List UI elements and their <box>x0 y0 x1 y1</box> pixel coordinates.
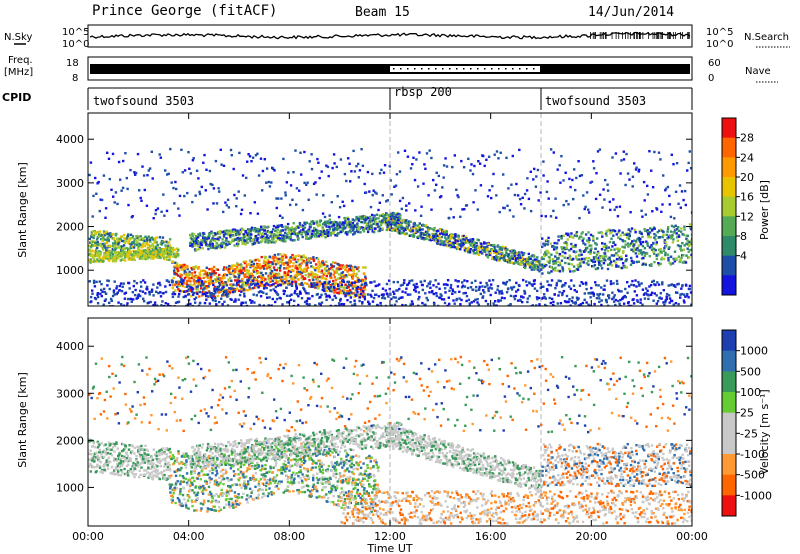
colorbar-swatch <box>722 157 736 178</box>
colorbar-swatch <box>722 474 736 496</box>
x-tick-label: 20:00 <box>575 530 607 543</box>
date-label: 14/Jun/2014 <box>588 5 674 20</box>
beam-label: Beam 15 <box>355 5 410 20</box>
freq-tick-high: 18 <box>66 58 79 69</box>
power-panel: 1000 2000 3000 4000 Slant Range [km] 28 24 20… <box>16 112 771 307</box>
x-axis: 00:00 04:00 08:00 12:00 16:00 20:00 00:00 <box>72 113 708 543</box>
y-tick-label: 4000 <box>56 340 84 353</box>
x-tick-label: 16:00 <box>475 530 507 543</box>
cpid-segment-2: rbsp 200 <box>394 85 452 99</box>
freq-unit-label: [MHz] <box>4 67 33 78</box>
colorbar-swatch <box>722 412 736 434</box>
cpid-segment-1: twofsound 3503 <box>93 94 194 108</box>
cpid-panel: CPID twofsound 3503 rbsp 200 twofsound 3… <box>2 85 693 110</box>
colorbar-tick-label: 1000 <box>740 345 768 358</box>
colorbar-tick-label: 12 <box>740 210 754 223</box>
x-tick-label: 00:00 <box>72 530 104 543</box>
velocity-panel: 1000 2000 3000 4000 Slant Range [km] 1000 50… <box>16 317 772 527</box>
colorbar-swatch <box>722 371 736 393</box>
colorbar-tick-label: 28 <box>740 132 754 145</box>
nave-label: Nave <box>745 66 771 77</box>
noise-panel: N.Sky 10^5 10^0 10^5 10^0 N.Search <box>4 24 790 50</box>
x-axis-label: Time UT <box>366 542 412 554</box>
y-tick-label: 2000 <box>56 221 84 234</box>
colorbar-tick-label: -500 <box>740 469 765 482</box>
noise-search-label: N.Search <box>744 32 789 43</box>
colorbar-tick-label: 8 <box>740 230 747 243</box>
noise-left-tick-low: 10^0 <box>62 39 89 50</box>
y-tick-label: 4000 <box>56 133 84 146</box>
colorbar-swatch <box>722 275 736 296</box>
colorbar-tick-label: -25 <box>740 427 758 440</box>
colorbar-swatch <box>722 236 736 257</box>
nave-tick-high: 60 <box>708 58 721 69</box>
velocity-y-axis-label: Slant Range [km] <box>16 372 29 468</box>
colorbar-tick-label: 500 <box>740 365 761 378</box>
y-tick-label: 3000 <box>56 387 84 400</box>
colorbar-swatch <box>722 454 736 476</box>
colorbar-swatch <box>722 196 736 217</box>
velocity-colorbar-label: Velocity [m s⁻¹] <box>758 389 771 474</box>
colorbar-tick-label: 24 <box>740 151 754 164</box>
freq-label: Freq. <box>8 55 33 66</box>
colorbar-swatch <box>722 255 736 276</box>
frequency-panel: Freq. [MHz] 18 8 60 0 Nave <box>4 55 778 84</box>
colorbar-tick-label: 20 <box>740 171 754 184</box>
colorbar-swatch <box>722 392 736 414</box>
freq-tick-low: 8 <box>72 73 78 84</box>
colorbar-swatch <box>722 137 736 158</box>
y-tick-label: 2000 <box>56 434 84 447</box>
power-colorbar-label: Power [dB] <box>758 180 771 240</box>
velocity-colorbar: 1000 500 100 25 -25 -100 -500 -1000 <box>721 329 772 517</box>
colorbar-swatch <box>722 177 736 198</box>
colorbar-tick-label: 16 <box>740 191 754 204</box>
colorbar-swatch <box>722 433 736 455</box>
noise-sky-label: N.Sky <box>4 32 32 43</box>
colorbar-swatch <box>722 330 736 352</box>
power-colorbar: 28 24 20 16 12 8 4 <box>721 117 754 296</box>
noise-right-tick-low: 10^0 <box>706 39 733 50</box>
cpid-segment-3: twofsound 3503 <box>545 94 646 108</box>
y-tick-label: 1000 <box>56 264 84 277</box>
x-tick-label: 08:00 <box>273 530 305 543</box>
y-tick-label: 3000 <box>56 177 84 190</box>
colorbar-tick-label: -100 <box>740 448 765 461</box>
power-y-axis-label: Slant Range [km] <box>16 162 29 258</box>
x-tick-label: 12:00 <box>374 530 406 543</box>
colorbar-tick-label: 25 <box>740 407 754 420</box>
noise-right-tick-high: 10^5 <box>706 27 733 38</box>
colorbar-tick-label: 100 <box>740 386 761 399</box>
colorbar-swatch <box>722 216 736 237</box>
colorbar-swatch <box>722 495 736 517</box>
y-tick-label: 1000 <box>56 481 84 494</box>
nave-tick-low: 0 <box>708 73 714 84</box>
noise-left-tick-high: 10^5 <box>62 27 89 38</box>
radar-title: Prince George (fitACF) <box>92 3 277 19</box>
colorbar-tick-label: -1000 <box>740 489 772 502</box>
colorbar-tick-label: 4 <box>740 250 747 263</box>
x-tick-label: 00:00 <box>676 530 708 543</box>
cpid-label: CPID <box>2 91 31 104</box>
colorbar-swatch <box>722 350 736 372</box>
x-tick-label: 04:00 <box>173 530 205 543</box>
colorbar-swatch <box>722 118 736 139</box>
